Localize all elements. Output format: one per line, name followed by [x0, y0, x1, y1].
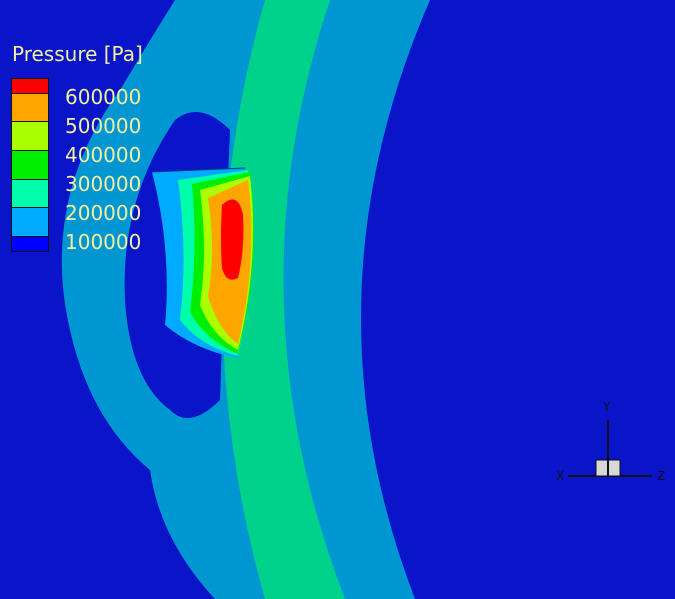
legend-title: Pressure [Pa]	[12, 42, 143, 66]
color-swatch-yellow-green	[12, 122, 48, 151]
axis-triad	[568, 420, 652, 477]
triad-x-label: X	[556, 469, 565, 483]
cylinder	[151, 167, 254, 358]
legend-label: 200000	[65, 201, 142, 225]
color-swatch-green	[12, 151, 48, 180]
legend-label: 500000	[65, 114, 142, 138]
color-swatch-blue	[12, 237, 48, 251]
legend-label: 400000	[65, 143, 142, 167]
triad-y-label: Y	[603, 400, 611, 414]
legend-label: 300000	[65, 172, 142, 196]
color-swatch-red	[12, 79, 48, 94]
color-swatch-light-blue	[12, 208, 48, 237]
color-swatch-orange	[12, 94, 48, 122]
color-bar	[11, 78, 49, 252]
triad-z-label: Z	[657, 469, 666, 483]
green-band	[222, 0, 345, 599]
color-swatch-teal	[12, 180, 48, 208]
legend-label: 100000	[65, 230, 142, 254]
legend-label: 600000	[65, 85, 142, 109]
